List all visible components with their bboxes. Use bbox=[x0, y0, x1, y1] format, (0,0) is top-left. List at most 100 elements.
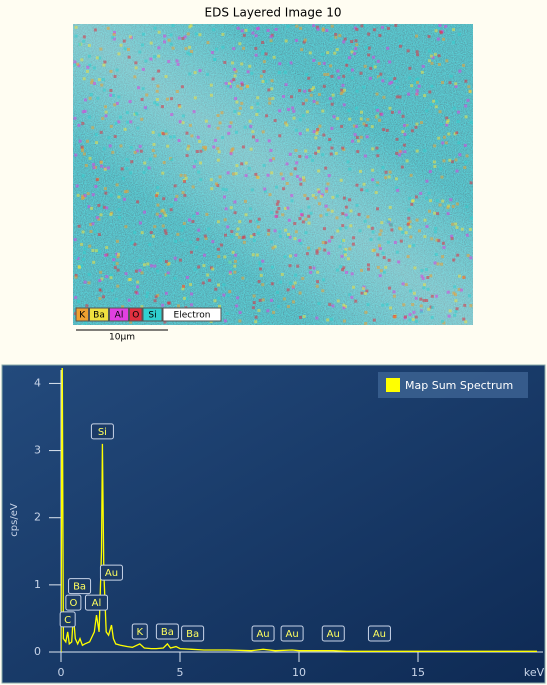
speck bbox=[352, 285, 356, 289]
speck bbox=[453, 132, 457, 136]
speck bbox=[406, 49, 410, 53]
speck bbox=[259, 273, 263, 277]
speck bbox=[381, 165, 385, 169]
speck bbox=[76, 62, 80, 66]
speck bbox=[367, 46, 371, 50]
speck bbox=[238, 220, 242, 224]
speck bbox=[427, 307, 431, 311]
speck bbox=[91, 222, 95, 226]
speck bbox=[327, 251, 331, 255]
speck bbox=[80, 147, 84, 151]
speck bbox=[94, 132, 98, 136]
speck bbox=[73, 63, 77, 67]
speck bbox=[401, 282, 405, 286]
speck bbox=[364, 321, 368, 325]
speck bbox=[310, 87, 314, 91]
speck bbox=[301, 114, 305, 118]
speck bbox=[202, 264, 206, 268]
speck bbox=[259, 267, 263, 271]
speck bbox=[116, 255, 120, 259]
speck bbox=[105, 275, 109, 279]
speck bbox=[213, 58, 217, 62]
speck bbox=[98, 56, 102, 60]
speck bbox=[225, 312, 229, 316]
speck bbox=[144, 59, 148, 63]
speck bbox=[130, 160, 134, 164]
speck bbox=[388, 77, 392, 81]
speck bbox=[303, 194, 307, 198]
speck bbox=[249, 147, 253, 151]
speck bbox=[251, 253, 255, 257]
speck bbox=[403, 315, 407, 319]
speck bbox=[364, 123, 368, 127]
peak-label: Ba bbox=[73, 582, 86, 593]
speck bbox=[409, 235, 413, 239]
speck bbox=[267, 232, 271, 236]
speck bbox=[339, 92, 343, 96]
speck bbox=[371, 147, 375, 151]
speck bbox=[293, 237, 297, 241]
speck bbox=[116, 284, 120, 288]
speck bbox=[360, 188, 364, 192]
speck bbox=[420, 269, 424, 273]
speck bbox=[298, 239, 302, 243]
speck bbox=[104, 110, 108, 114]
speck bbox=[440, 175, 444, 179]
speck bbox=[254, 53, 258, 57]
speck bbox=[299, 209, 303, 213]
speck bbox=[98, 250, 102, 254]
legend-label: Si bbox=[148, 311, 156, 321]
speck bbox=[81, 149, 85, 153]
speck bbox=[186, 147, 190, 151]
speck bbox=[163, 34, 167, 38]
speck bbox=[177, 139, 181, 143]
speck bbox=[288, 254, 292, 258]
speck bbox=[97, 232, 101, 236]
speck bbox=[446, 119, 450, 123]
speck bbox=[109, 69, 113, 73]
speck bbox=[138, 221, 142, 225]
legend-label: Al bbox=[115, 311, 124, 321]
speck bbox=[161, 303, 165, 307]
speck bbox=[99, 213, 103, 217]
speck bbox=[395, 186, 399, 190]
speck bbox=[460, 227, 464, 231]
speck bbox=[257, 217, 261, 221]
speck bbox=[393, 77, 397, 81]
speck bbox=[205, 212, 209, 216]
speck bbox=[264, 79, 268, 83]
speck bbox=[384, 176, 388, 180]
speck bbox=[199, 149, 203, 153]
speck bbox=[258, 261, 262, 265]
speck bbox=[175, 59, 179, 63]
speck bbox=[269, 39, 273, 43]
speck bbox=[180, 238, 184, 242]
speck bbox=[457, 274, 461, 278]
speck bbox=[89, 223, 93, 227]
speck bbox=[349, 209, 353, 213]
speck bbox=[214, 182, 218, 186]
legend-label: Electron bbox=[174, 311, 211, 321]
peak-label-box bbox=[65, 594, 82, 611]
speck bbox=[398, 149, 402, 153]
speck bbox=[462, 63, 466, 67]
speck bbox=[464, 79, 468, 83]
speck bbox=[366, 263, 370, 267]
speck bbox=[122, 39, 126, 43]
speck bbox=[445, 123, 449, 127]
speck bbox=[444, 143, 448, 147]
speck bbox=[298, 291, 302, 295]
speck bbox=[143, 106, 147, 110]
speck bbox=[397, 260, 401, 264]
speck bbox=[274, 27, 278, 31]
speck bbox=[211, 240, 215, 244]
speck bbox=[233, 109, 237, 113]
speck bbox=[194, 159, 198, 163]
speck bbox=[309, 93, 313, 97]
speck bbox=[348, 247, 352, 251]
speck bbox=[115, 68, 119, 72]
speck bbox=[267, 88, 271, 92]
speck bbox=[279, 280, 283, 284]
speck bbox=[321, 109, 325, 113]
speck bbox=[105, 246, 109, 250]
